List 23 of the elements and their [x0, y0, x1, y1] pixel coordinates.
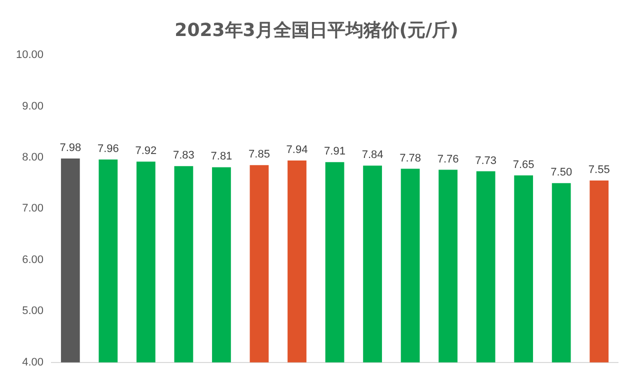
data-label: 7.92	[135, 145, 157, 158]
data-label: 7.81	[210, 150, 232, 163]
data-label: 7.83	[172, 150, 194, 162]
y-tick-label: 6.00	[22, 254, 44, 266]
y-tick-label: 5.00	[22, 305, 44, 318]
data-label: 7.94	[286, 144, 308, 156]
chart-title: 2023年3月全国日平均猪价(元/斤)	[174, 19, 460, 42]
data-label: 7.50	[550, 166, 572, 179]
data-label: 7.91	[324, 146, 346, 158]
data-label: 7.78	[400, 152, 422, 164]
data-label: 7.98	[60, 142, 82, 154]
data-label: 7.55	[588, 164, 610, 176]
y-tick-label: 4.00	[22, 356, 44, 368]
data-label: 7.96	[97, 143, 119, 156]
y-tick-label: 8.00	[22, 152, 44, 164]
data-label: 7.65	[512, 158, 534, 171]
y-tick-label: 10.00	[16, 49, 44, 62]
y-tick-label: 7.00	[22, 202, 44, 215]
data-label: 7.73	[475, 154, 497, 167]
data-label: 7.76	[437, 153, 459, 166]
data-label: 7.84	[362, 149, 384, 162]
y-tick-label: 9.00	[22, 100, 44, 112]
data-label: 7.85	[248, 148, 270, 161]
